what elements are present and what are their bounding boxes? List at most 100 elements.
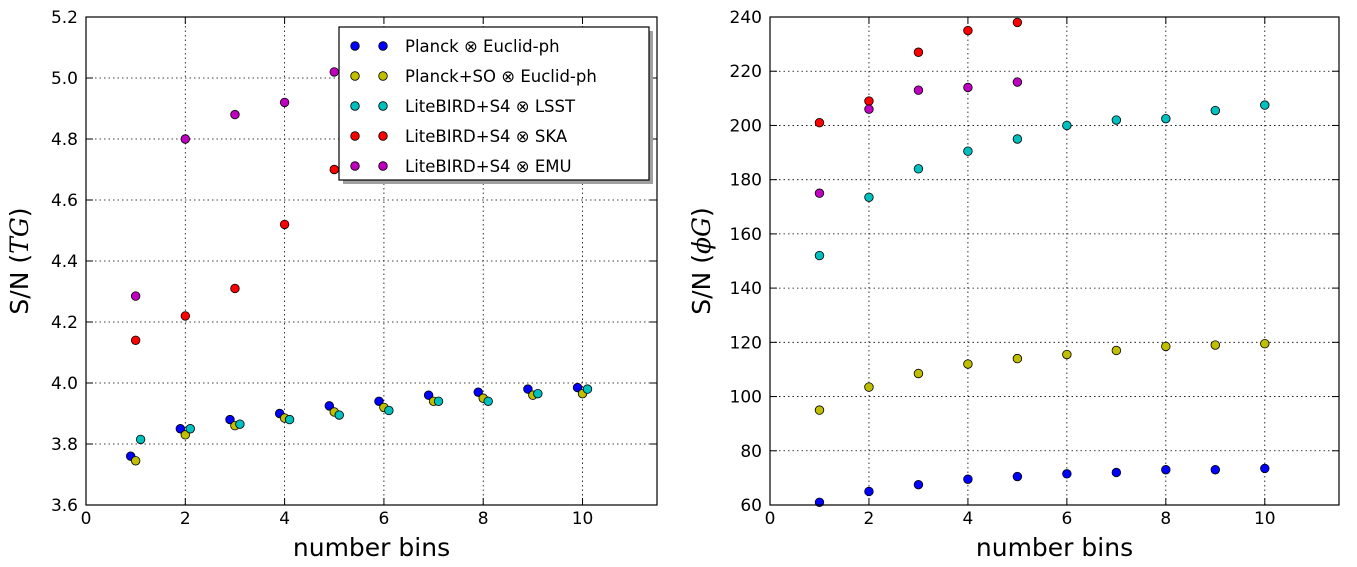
legend-marker [350,71,360,81]
y-axis-label: S/N (ϕG) [687,207,716,314]
data-point [180,134,191,144]
legend-marker [378,41,388,51]
y-tick-label: 100 [730,388,762,408]
y-tick-label: 220 [730,62,762,82]
data-point [1012,134,1023,144]
y-tick-label: 60 [740,496,762,516]
data-point [814,118,825,128]
data-point [864,96,874,106]
y-tick-label: 5.0 [51,69,78,89]
legend-item: LiteBIRD+S4 ⊗ EMU [350,157,572,176]
legend-marker [350,101,360,111]
data-point [963,25,973,36]
data-point [180,430,191,440]
data-point [1210,105,1221,116]
data-point [284,414,295,425]
data-point [572,382,583,393]
series-1 [814,463,1270,507]
data-point [814,188,825,198]
data-point [963,146,973,156]
data-point [864,104,874,114]
data-point [334,410,344,420]
data-point [1260,463,1270,474]
y-tick-label: 180 [730,171,762,191]
y-tick-label: 4.0 [51,374,78,394]
legend-item: Planck ⊗ Euclid-ph [350,37,560,56]
x-tick-label: 10 [1254,509,1276,529]
legend-marker [378,71,388,81]
y-axis-label: S/N (TG) [5,207,34,314]
data-point [1012,77,1023,87]
data-point [1111,115,1122,125]
x-tick-label: 4 [962,509,973,529]
series-4 [814,17,1023,128]
legend-marker [378,101,388,111]
x-tick-label: 2 [864,509,875,529]
y-tick-label: 4.6 [51,191,78,211]
data-point [1210,340,1221,350]
y-tick-label: 240 [730,8,762,28]
data-point [864,382,874,392]
data-point [913,47,924,57]
data-point [473,387,483,397]
data-point [913,479,924,490]
data-point [324,401,334,411]
legend-marker [350,131,360,141]
legend-label: LiteBIRD+S4 ⊗ LSST [405,97,576,116]
data-point [329,164,339,175]
series-2 [130,388,588,466]
data-point [963,474,973,484]
data-point [1260,338,1270,349]
data-point [814,250,825,261]
plot-frame [769,16,1340,506]
data-point [130,335,141,346]
y-tick-label: 4.4 [51,252,78,272]
x-tick-label: 2 [180,509,191,529]
legend-label: LiteBIRD+S4 ⊗ SKA [405,127,568,146]
data-point [230,283,240,294]
data-point [814,405,825,415]
x-tick-label: 4 [279,509,290,529]
data-point [230,109,240,120]
data-point [1111,345,1122,356]
legend-marker [350,161,360,171]
y-tick-label: 160 [730,225,762,245]
data-point [483,396,493,407]
y-tick-label: 3.6 [51,496,78,516]
data-point [582,384,593,394]
series-4 [130,164,339,346]
data-point [433,396,444,407]
data-point [185,424,195,434]
y-tick-label: 80 [740,442,762,462]
y-tick-label: 5.2 [51,8,78,28]
chart-panel-1: 0 2 4 6 8 10 3.6 3.8 4.0 4.2 4.4 4.6 4.8 5.0 5.2 number… [5,8,658,562]
data-point [864,192,874,202]
data-point [963,359,973,369]
data-point [130,456,141,466]
x-tick-label: 8 [478,509,489,529]
data-point [913,368,924,379]
series-2 [814,338,1270,415]
data-point [235,419,245,429]
series-5 [814,77,1023,198]
x-tick-label: 10 [572,509,594,529]
data-point [130,291,141,301]
data-point [1012,17,1023,28]
y-tick-label: 120 [730,333,762,353]
data-point [135,434,146,445]
data-point [279,219,290,230]
legend-label: Planck ⊗ Euclid-ph [405,37,560,56]
data-point [1210,465,1221,475]
data-point [1012,471,1023,482]
data-point [279,97,290,108]
data-point [175,424,186,434]
legend-item: LiteBIRD+S4 ⊗ SKA [350,127,568,146]
data-point [913,164,924,174]
series-3 [135,384,593,445]
chart-panel-2: 0 2 4 6 8 10 60 80 100 120 140 160 180 200 220 240 numbe… [687,8,1340,562]
x-tick-label: 0 [81,509,92,529]
legend-item: Planck+SO ⊗ Euclid-ph [350,67,597,86]
data-point [963,82,973,93]
legend-marker [378,161,388,171]
